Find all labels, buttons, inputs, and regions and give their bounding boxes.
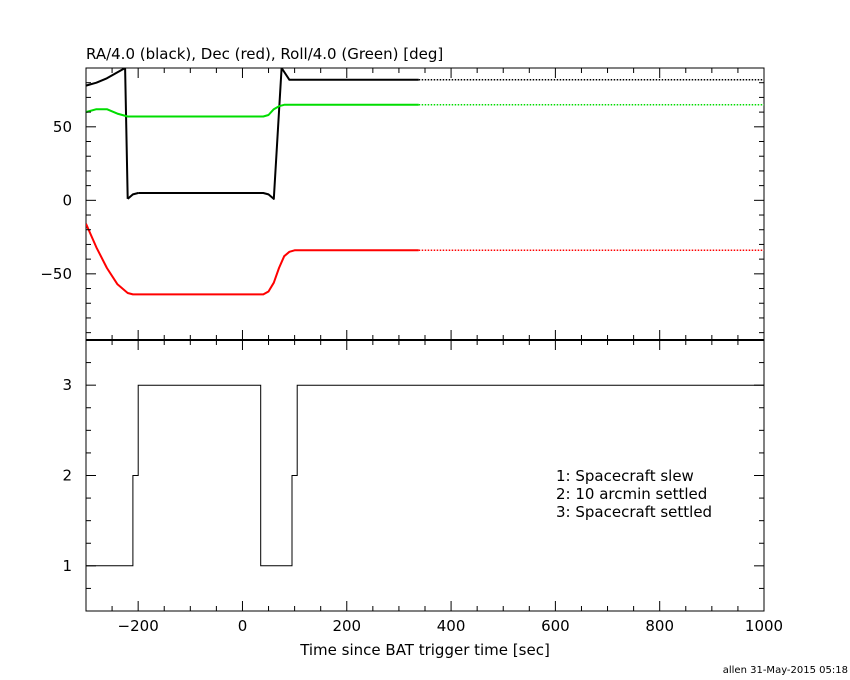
bottom-y-tick-label: 2: [62, 467, 72, 485]
top-y-tick-label: −50: [40, 265, 72, 283]
series-ra-4-0-line: [86, 68, 129, 199]
series-roll-4-0-line: [86, 103, 419, 118]
x-tick-label: 400: [437, 617, 466, 635]
series-roll-4-0-group: [86, 103, 764, 118]
x-tick-label: 800: [645, 617, 674, 635]
series-layer: [86, 68, 764, 567]
legend-item-settled: 3: Spacecraft settled: [556, 503, 712, 521]
top-y-tick-label: 0: [62, 191, 72, 209]
top-panel-frame: [85, 67, 765, 341]
x-axis-label: Time since BAT trigger time [sec]: [299, 641, 550, 659]
series-dec-line: [86, 223, 419, 296]
chart-title: RA/4.0 (black), Dec (red), Roll/4.0 (Gre…: [86, 45, 443, 63]
x-tick-label: −200: [118, 617, 159, 635]
legend-item-10arcmin: 2: 10 arcmin settled: [556, 485, 707, 503]
series-ra-4-0-line: [138, 68, 419, 200]
bottom-y-tick-label: 3: [62, 376, 72, 394]
series-dec-group: [86, 223, 764, 296]
x-tick-label: 600: [541, 617, 570, 635]
bottom-y-tick-label: 1: [62, 557, 72, 575]
series-ra-4-0-line: [127, 192, 139, 200]
x-tick-label: 0: [238, 617, 248, 635]
x-tick-label: 1000: [745, 617, 783, 635]
footer-credit: allen 31-May-2015 05:18: [723, 665, 848, 676]
legend-item-slew: 1: Spacecraft slew: [556, 467, 694, 485]
settle-status-step-line: [86, 384, 764, 567]
top-y-tick-label: 50: [53, 118, 72, 136]
ticks-layer: −50 0 50 −200 0 200 400 600 800 1000 1 2 3: [40, 67, 783, 635]
series-ra-4-0-group: [86, 68, 764, 200]
top-panel: [85, 67, 765, 341]
x-tick-label: 200: [332, 617, 361, 635]
